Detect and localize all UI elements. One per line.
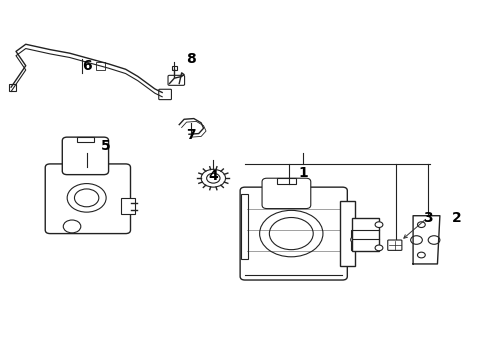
Bar bbox=[9, 84, 17, 91]
Bar bbox=[351, 230, 362, 249]
Circle shape bbox=[74, 189, 99, 207]
Bar bbox=[97, 63, 105, 70]
Text: 4: 4 bbox=[208, 170, 218, 184]
Text: 2: 2 bbox=[452, 211, 462, 225]
Circle shape bbox=[207, 173, 220, 183]
Bar bbox=[277, 178, 296, 184]
Circle shape bbox=[351, 235, 363, 244]
Bar bbox=[77, 137, 94, 143]
Text: 3: 3 bbox=[423, 211, 433, 225]
Text: 8: 8 bbox=[187, 51, 196, 66]
Circle shape bbox=[375, 245, 383, 251]
FancyBboxPatch shape bbox=[45, 164, 130, 234]
Circle shape bbox=[417, 252, 425, 258]
FancyBboxPatch shape bbox=[262, 178, 311, 208]
Bar bbox=[121, 198, 135, 214]
Circle shape bbox=[411, 236, 422, 244]
Text: 1: 1 bbox=[298, 166, 308, 180]
Bar bbox=[340, 202, 355, 266]
FancyBboxPatch shape bbox=[62, 137, 109, 175]
Circle shape bbox=[67, 184, 106, 212]
Circle shape bbox=[417, 222, 425, 228]
Circle shape bbox=[270, 217, 313, 249]
FancyBboxPatch shape bbox=[240, 187, 347, 280]
FancyBboxPatch shape bbox=[159, 89, 171, 100]
Bar bbox=[172, 66, 177, 70]
Circle shape bbox=[428, 236, 440, 244]
Text: 5: 5 bbox=[101, 139, 111, 153]
Text: 7: 7 bbox=[187, 129, 196, 142]
Circle shape bbox=[63, 220, 81, 233]
FancyBboxPatch shape bbox=[168, 75, 185, 85]
Bar bbox=[352, 217, 379, 251]
FancyBboxPatch shape bbox=[388, 240, 402, 250]
Circle shape bbox=[375, 222, 383, 228]
Circle shape bbox=[201, 169, 225, 187]
Bar bbox=[241, 194, 248, 258]
Text: 6: 6 bbox=[82, 59, 92, 73]
Circle shape bbox=[260, 210, 323, 257]
